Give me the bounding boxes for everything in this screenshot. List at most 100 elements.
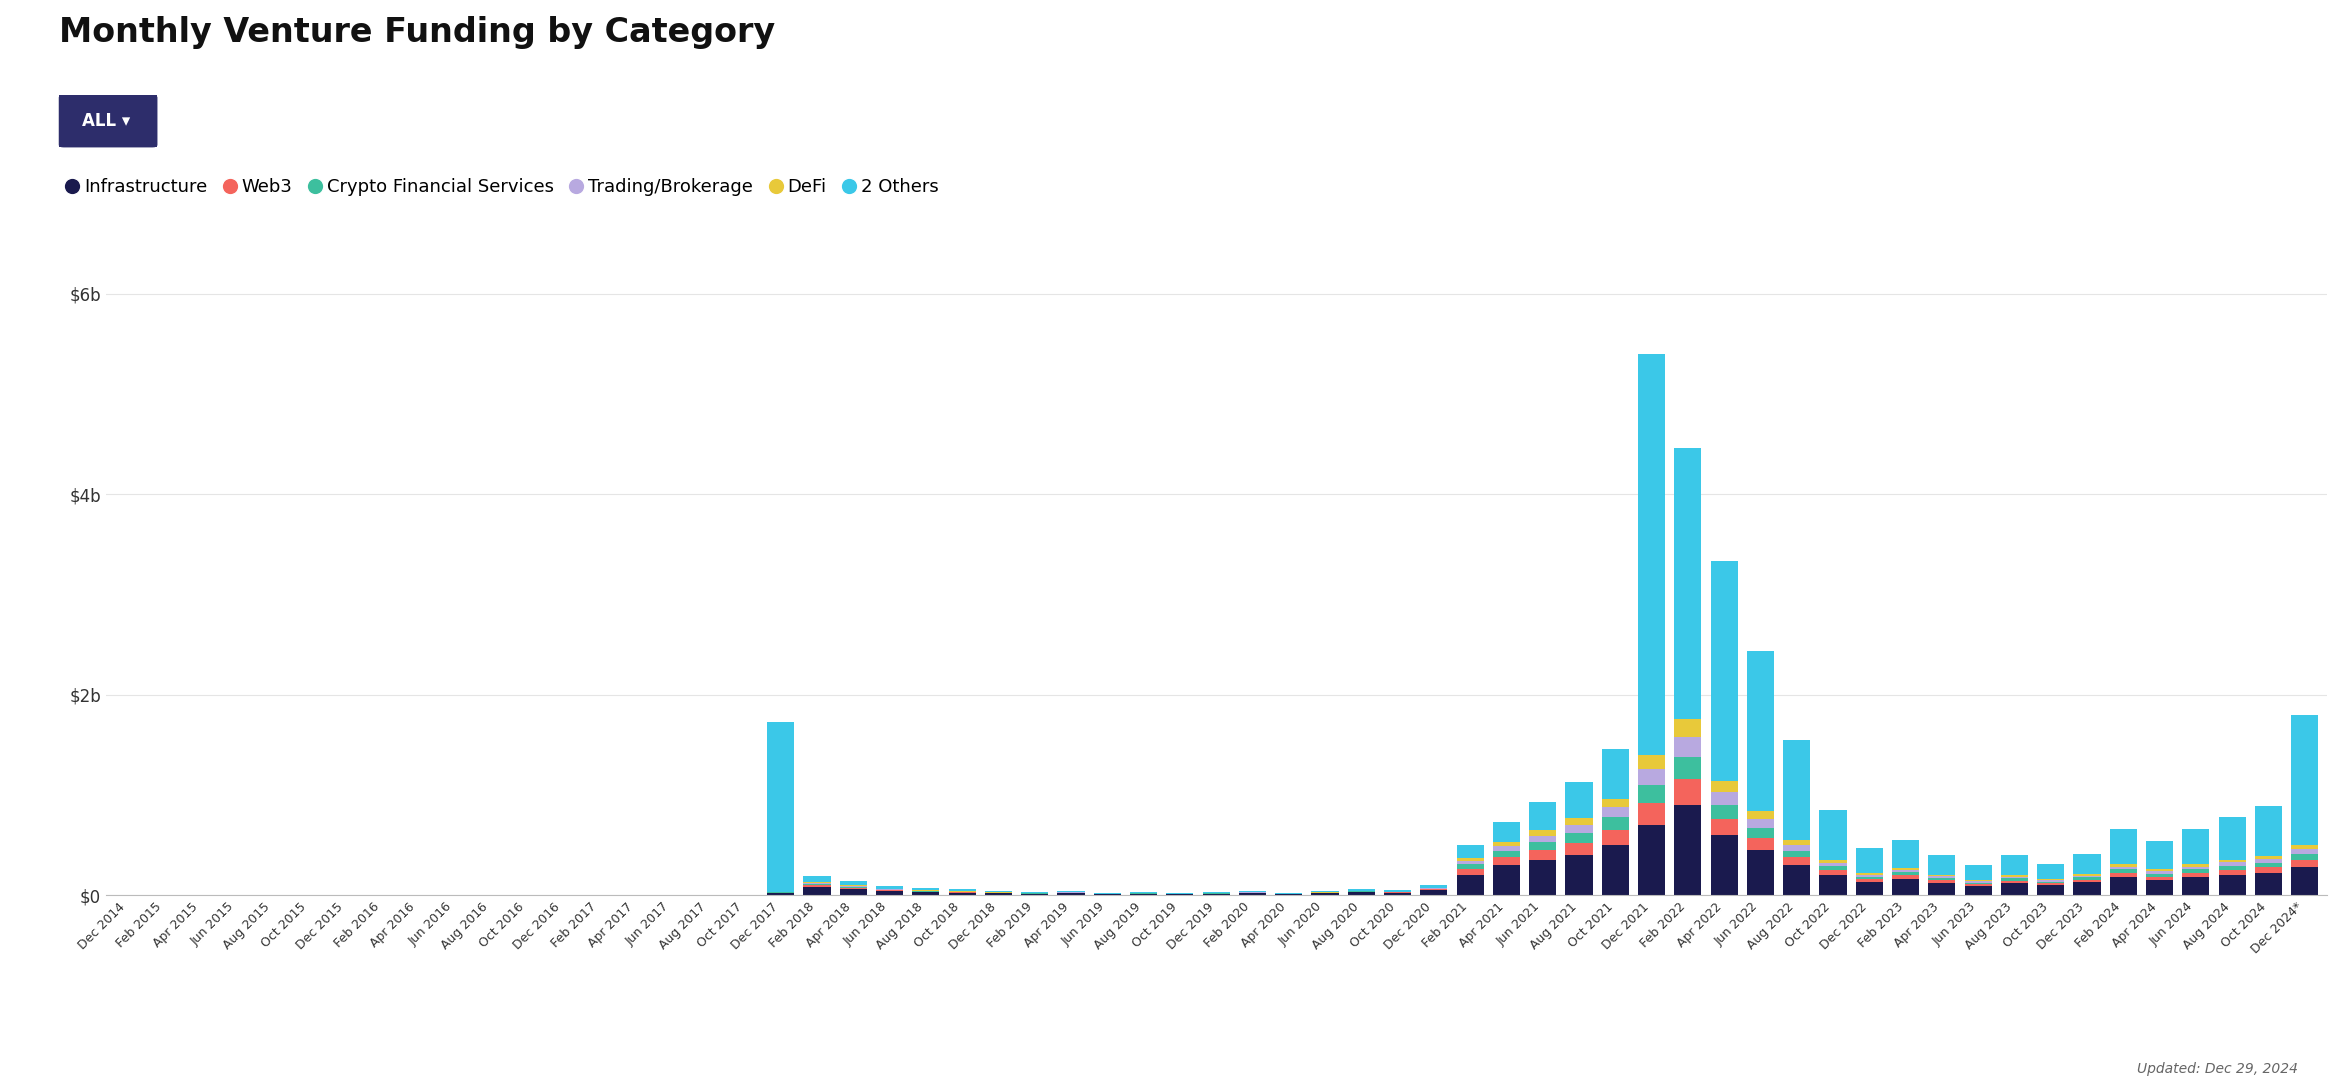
Bar [949, 889, 975, 891]
Bar [1892, 879, 1920, 895]
Bar [1565, 843, 1593, 855]
Bar [2183, 867, 2209, 869]
Text: ALL ▾: ALL ▾ [82, 112, 129, 130]
Bar [1603, 817, 1629, 830]
Bar [2218, 866, 2247, 870]
Bar [1819, 810, 1847, 859]
Bar [1673, 737, 1701, 757]
Bar [1892, 840, 1920, 868]
Bar [2218, 876, 2247, 895]
Bar [1784, 841, 1810, 845]
Bar [1673, 805, 1701, 895]
Bar [1457, 876, 1483, 895]
Bar [1492, 846, 1520, 851]
Bar [2183, 873, 2209, 877]
Bar [1673, 719, 1701, 737]
Bar [1022, 894, 1048, 895]
Bar [2037, 880, 2063, 881]
Bar [1856, 882, 1882, 895]
Bar [1603, 798, 1629, 807]
Bar [2110, 877, 2136, 895]
Bar [1819, 876, 1847, 895]
Bar [1856, 879, 1882, 882]
Bar [1929, 875, 1955, 877]
Bar [1530, 860, 1556, 895]
Bar [1673, 780, 1701, 805]
Bar [1892, 870, 1920, 873]
Bar [1673, 757, 1701, 780]
Bar [2218, 870, 2247, 876]
Bar [2146, 841, 2174, 869]
Bar [1711, 835, 1737, 895]
Bar [1492, 857, 1520, 865]
Bar [2146, 874, 2174, 877]
Bar [1058, 891, 1086, 892]
Bar [1746, 851, 1774, 895]
Bar [1565, 855, 1593, 895]
Bar [804, 888, 830, 895]
Bar [1929, 878, 1955, 880]
Bar [2037, 883, 2063, 886]
Text: Monthly Venture Funding by Category: Monthly Venture Funding by Category [59, 16, 776, 49]
Bar [1856, 875, 1882, 877]
Bar [804, 876, 830, 882]
Bar [2256, 806, 2282, 856]
Bar [985, 891, 1013, 892]
Bar [2256, 867, 2282, 874]
Bar [839, 887, 867, 888]
Bar [839, 889, 867, 895]
Bar [1965, 887, 1993, 895]
Bar [1638, 354, 1666, 755]
Bar [1711, 805, 1737, 819]
Bar [1530, 835, 1556, 842]
Bar [949, 893, 975, 895]
Bar [1746, 828, 1774, 839]
Bar [804, 883, 830, 886]
Bar [2110, 829, 2136, 865]
Bar [1419, 890, 1448, 895]
Bar [2000, 855, 2028, 875]
Bar [2256, 856, 2282, 858]
Bar [877, 886, 902, 889]
Bar [2256, 858, 2282, 863]
Bar [2146, 880, 2174, 895]
Bar [1457, 865, 1483, 869]
Bar [2037, 864, 2063, 879]
Bar [1819, 859, 1847, 863]
Bar [1384, 893, 1410, 895]
Text: Updated: Dec 29, 2024: Updated: Dec 29, 2024 [2136, 1061, 2298, 1076]
Bar [1638, 804, 1666, 826]
Bar [1929, 855, 1955, 875]
Bar [2073, 877, 2101, 879]
Bar [2037, 881, 2063, 883]
Bar [1565, 833, 1593, 843]
Bar [1565, 818, 1593, 826]
Bar [1892, 876, 1920, 879]
Bar [2000, 875, 2028, 877]
Bar [1419, 886, 1448, 888]
Bar [2073, 876, 2101, 877]
Bar [1856, 877, 1882, 879]
Bar [2000, 883, 2028, 895]
Bar [1638, 826, 1666, 895]
Bar [1603, 749, 1629, 798]
Bar [1347, 889, 1375, 891]
Bar [1238, 891, 1267, 892]
Bar [1746, 811, 1774, 819]
Bar [1457, 860, 1483, 865]
Bar [2218, 817, 2247, 859]
Bar [2183, 869, 2209, 873]
Bar [839, 881, 867, 886]
Bar [2000, 880, 2028, 883]
Bar [1603, 830, 1629, 845]
Bar [1965, 865, 1993, 880]
Bar [1311, 893, 1340, 895]
Bar [1892, 873, 1920, 876]
Bar [2146, 869, 2174, 871]
Bar [1892, 868, 1920, 870]
Bar [1784, 740, 1810, 841]
Bar [1492, 822, 1520, 842]
Bar [2110, 873, 2136, 877]
Bar [2291, 714, 2319, 845]
Bar [1819, 866, 1847, 870]
